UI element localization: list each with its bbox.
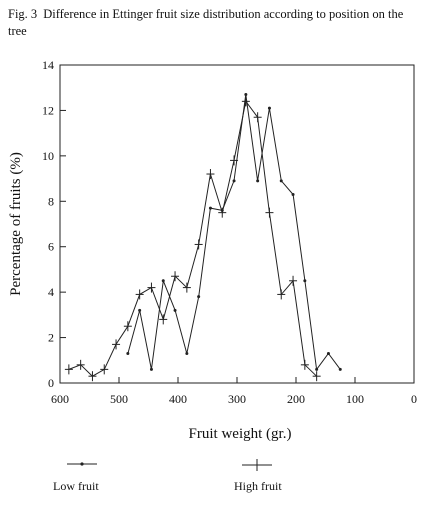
data-point-low-fruit [279,179,283,183]
legend: Low fruit High fruit [53,459,282,493]
series-line-high-fruit [68,100,317,377]
data-point-high-fruit [206,169,215,180]
data-point-low-fruit [185,351,189,355]
data-point-high-fruit [253,112,262,123]
data-point-high-fruit [300,359,309,370]
data-point-low-fruit [256,179,260,183]
data-point-low-fruit [149,367,153,371]
figure-label: Fig. 3 [8,7,38,21]
data-point-low-fruit [244,93,248,97]
data-point-low-fruit [161,279,165,283]
y-tick-label: 4 [48,285,54,299]
data-point-high-fruit [112,339,121,350]
data-point-high-fruit [76,359,85,370]
legend-low-fruit-label: Low fruit [53,479,99,493]
data-point-high-fruit [64,364,73,375]
data-point-low-fruit [326,351,330,355]
data-point-low-fruit [303,279,307,283]
data-point-high-fruit [289,275,298,286]
y-tick-label: 12 [42,103,54,117]
data-point-low-fruit [197,295,201,299]
data-point-low-fruit [138,308,142,312]
data-point-high-fruit [265,207,274,218]
data-point-low-fruit [126,351,130,355]
data-point-low-fruit [315,367,319,371]
data-point-low-fruit [173,308,177,312]
data-point-high-fruit [100,364,109,375]
x-tick-label: 300 [228,392,246,406]
data-point-high-fruit [182,282,191,293]
data-point-high-fruit [277,289,286,300]
data-point-high-fruit [218,207,227,218]
y-tick-label: 2 [48,331,54,345]
x-tick-label: 400 [169,392,187,406]
y-tick-label: 8 [48,194,54,208]
y-axis-title: Percentage of fruits (%) [8,152,24,296]
x-tick-label: 0 [411,392,417,406]
plot-frame [59,64,415,384]
figure-caption: Fig. 3 Difference in Ettinger fruit size … [8,6,420,40]
legend-low-fruit-marker [80,462,84,466]
legend-high-fruit-label: High fruit [234,479,282,493]
x-tick-label: 600 [51,392,69,406]
data-point-low-fruit [267,106,271,110]
data-point-low-fruit [232,179,236,183]
data-point-high-fruit [135,289,144,300]
y-tick-label: 0 [48,376,54,390]
series-line-low-fruit [127,94,341,371]
x-axis-title: Fruit weight (gr.) [189,426,292,442]
x-tick-label: 100 [346,392,364,406]
data-point-high-fruit [88,371,97,382]
data-point-high-fruit [123,321,132,332]
y-tick-label: 6 [48,240,54,254]
data-point-high-fruit [241,96,250,107]
data-point-low-fruit [338,367,342,371]
figure-caption-text: Difference in Ettinger fruit size distri… [8,7,404,38]
data-point-high-fruit [159,314,168,325]
data-point-high-fruit [171,271,180,282]
x-tick-label: 200 [287,392,305,406]
data-point-high-fruit [147,282,156,293]
x-tick-label: 500 [110,392,128,406]
y-tick-label: 14 [42,58,54,72]
data-point-high-fruit [312,371,321,382]
data-point-high-fruit [194,239,203,250]
data-point-high-fruit [230,155,239,166]
data-point-low-fruit [291,192,295,196]
y-tick-label: 10 [42,149,54,163]
data-point-low-fruit [208,206,212,210]
